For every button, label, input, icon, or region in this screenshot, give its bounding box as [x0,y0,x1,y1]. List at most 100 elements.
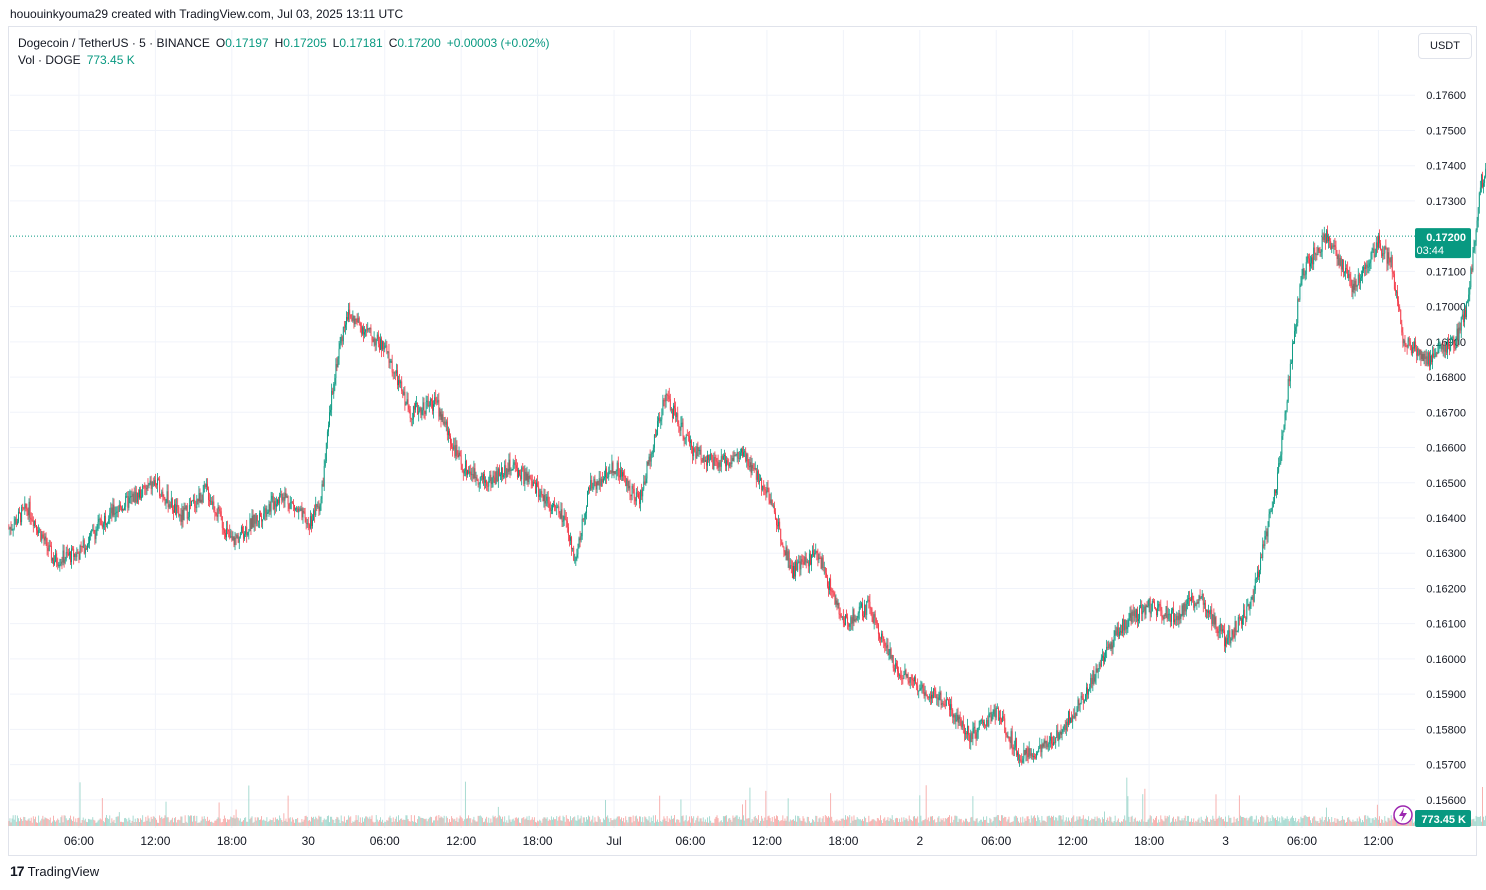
volume-bar [1265,821,1267,826]
candle-body [882,633,884,637]
volume-bar [457,822,459,826]
candle-body [1140,604,1142,609]
candle-body [463,470,465,474]
volume-bar [244,817,246,826]
volume-bar [571,820,573,826]
candle-body [314,510,316,516]
volume-bar [123,822,124,826]
volume-bar [1019,822,1021,826]
volume-bar [893,822,895,826]
volume-bar [245,817,247,826]
candle-body [1231,630,1233,640]
candle-body [622,472,623,477]
volume-bar [943,821,945,826]
volume-bar [971,816,973,826]
volume-bar [614,819,616,826]
candle-body [764,489,766,491]
volume-bar [1252,821,1254,826]
volume-bar [569,821,570,826]
volume-label[interactable]: Vol · DOGE [18,53,81,67]
candle-body [1187,598,1189,600]
volume-bar [501,818,502,826]
volume-bar [188,816,190,826]
volume-bar [53,815,54,826]
volume-bar [359,817,361,826]
volume-bar [225,818,226,826]
volume-bar [1283,820,1285,826]
candle-body [325,442,327,461]
volume-bar [1297,820,1299,826]
volume-bar [1141,819,1143,826]
volume-bar [1116,820,1118,826]
candle-body [1067,711,1069,726]
volume-bar [736,815,738,826]
candle-body [157,478,158,486]
candle-body [335,364,337,379]
candle-body [862,603,863,617]
candle-body [818,557,820,560]
candle-body [887,644,889,655]
candle-body [37,530,39,534]
candle-body [1040,744,1042,753]
candle-body [992,714,994,717]
candle-body [946,699,948,701]
volume-bar [821,818,823,826]
volume-bar [744,820,746,826]
candle-body [231,536,233,541]
candle-body [1142,610,1144,615]
volume-bar [720,820,722,826]
candle-body [760,478,761,481]
candle-body [272,495,274,510]
candle-body [782,544,784,548]
volume-bar [1009,822,1011,826]
candle-body [191,500,192,506]
volume-bar [1295,817,1297,826]
volume-bar [606,816,608,826]
candle-body [50,545,52,561]
candle-body [422,402,424,410]
volume-bar [419,816,421,826]
volume-bar [625,816,627,826]
volume-bar [914,816,915,826]
currency-button[interactable]: USDT [1418,33,1472,59]
candle-body [456,444,458,455]
candle-body [968,725,970,736]
volume-bar [1168,815,1170,826]
candle-body [178,506,180,516]
candle-body [1480,174,1482,188]
volume-bar [25,820,27,826]
candle-body [141,496,143,499]
volume-bar [702,817,704,826]
candle-body [395,370,397,374]
candle-body [684,437,686,440]
low-label: L [332,36,340,50]
candle-body [1314,247,1316,255]
volume-bar [1308,816,1310,826]
candle-body [427,400,429,407]
candle-body [842,616,844,623]
candle-body [275,504,277,507]
volume-bar [1166,816,1168,826]
volume-bar [763,820,765,826]
volume-bar [1012,821,1014,826]
candle-body [768,488,770,501]
volume-bar [1482,786,1483,826]
candle-body [1411,347,1413,354]
candle-body [284,492,286,501]
candle-body [424,410,426,415]
volume-bar [91,819,93,826]
volume-bar [183,822,185,826]
volume-bar [489,822,491,826]
candle-body [470,471,472,476]
volume-bar [1086,819,1087,826]
candle-body [1455,341,1457,349]
candle-body [886,644,888,648]
candle-body [1349,274,1351,279]
symbol-title[interactable]: Dogecoin / TetherUS · 5 · BINANCE [18,36,210,50]
volume-bar [1071,818,1073,826]
candle-body [1357,274,1359,285]
volume-bar [671,819,673,826]
candle-body [634,498,636,502]
candle-body [1407,338,1409,348]
